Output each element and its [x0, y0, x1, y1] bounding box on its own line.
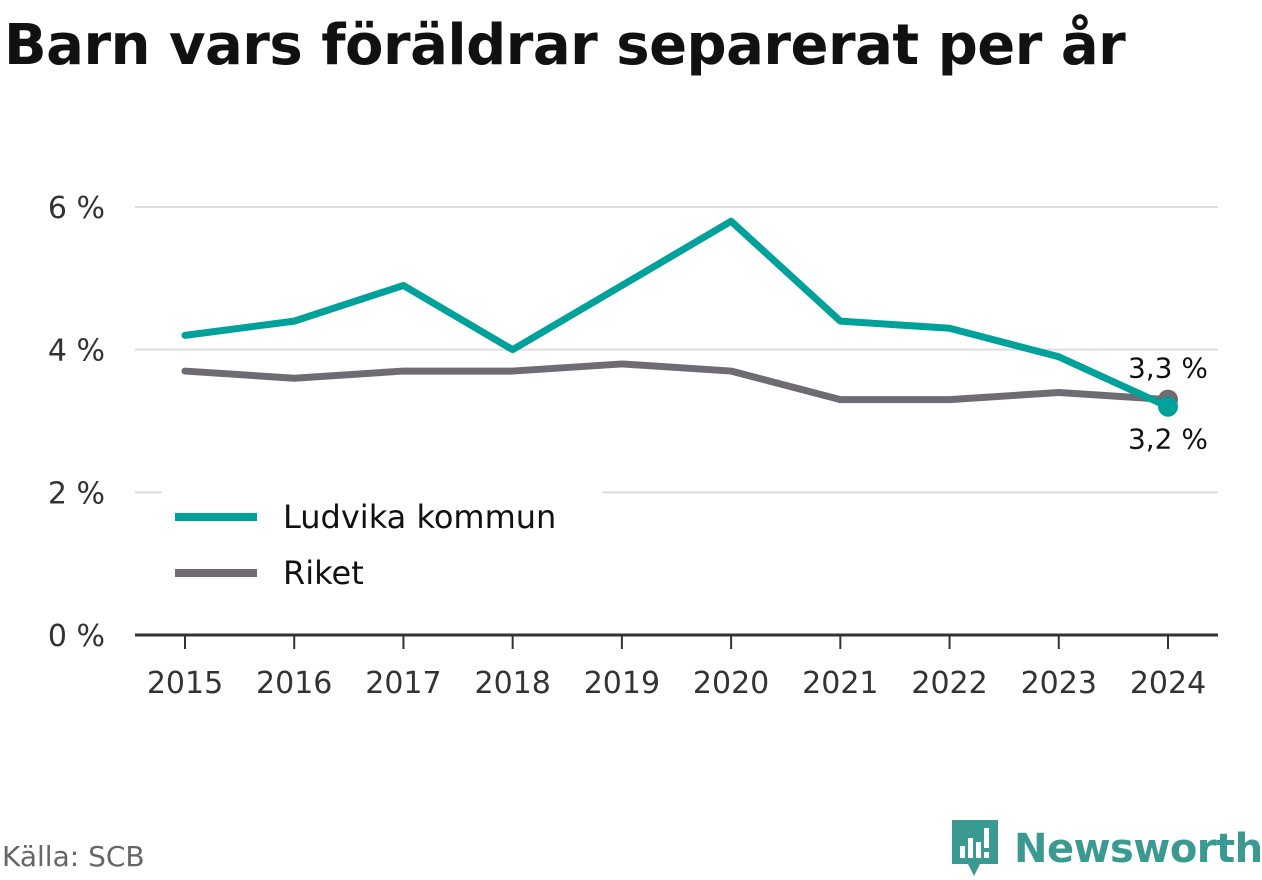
x-tick-label: 2017 — [365, 666, 441, 701]
x-tick-label: 2015 — [147, 666, 223, 701]
brand-name: Newsworthy — [1014, 826, 1262, 872]
brand-logo[interactable]: Newsworthy — [950, 818, 1262, 880]
series-line-0 — [181, 217, 1172, 411]
y-tick-label: 0 % — [48, 619, 105, 654]
y-tick-label: 6 % — [48, 191, 105, 226]
x-tick-label: 2018 — [474, 666, 550, 701]
x-tick-label: 2019 — [584, 666, 660, 701]
x-tick-label: 2020 — [693, 666, 769, 701]
x-tick-label: 2016 — [256, 666, 332, 701]
x-tick-label: 2023 — [1021, 666, 1097, 701]
y-tick-label: 2 % — [48, 476, 105, 511]
legend-background — [162, 490, 602, 602]
y-axis-ticks: 0 % 2 % 4 % 6 % — [48, 191, 105, 654]
legend-label: Riket — [283, 554, 364, 592]
chart-title: Barn vars föräldrar separerat per år — [4, 13, 1126, 78]
legend-label: Ludvika kommun — [283, 498, 556, 536]
x-tick-label: 2024 — [1130, 666, 1206, 701]
data-labels: 3,2 % 3,3 % — [1128, 352, 1208, 456]
data-label: 3,2 % — [1128, 423, 1208, 456]
source-note: Källa: SCB — [2, 840, 145, 873]
x-tick-label: 2021 — [802, 666, 878, 701]
series-line-1 — [181, 360, 1172, 404]
series-lines — [181, 217, 1178, 417]
data-label: 3,3 % — [1128, 352, 1208, 385]
x-tick-label: 2022 — [911, 666, 987, 701]
series-end-point — [1158, 396, 1178, 417]
x-axis: 2015 2016 2017 2018 2019 2020 2021 2022 2023 2024 — [135, 633, 1218, 701]
legend: Ludvika kommun Riket — [162, 490, 602, 602]
y-tick-label: 4 % — [48, 334, 105, 369]
newsworthy-logo-icon — [952, 820, 998, 876]
